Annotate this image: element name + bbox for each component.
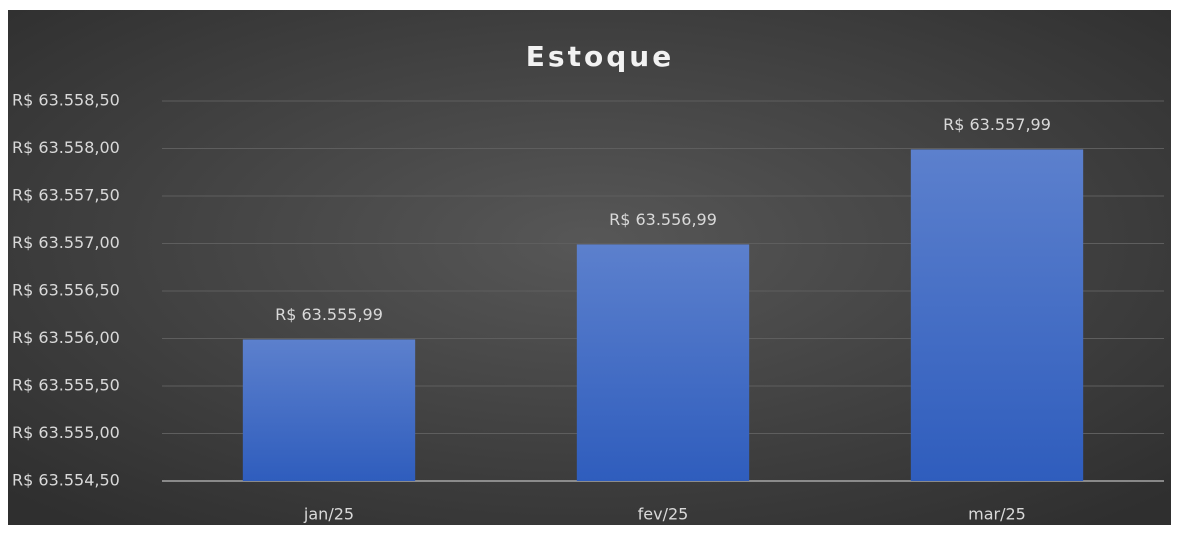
y-tick-label: R$ 63.555,00 [12,423,120,442]
y-tick-label: R$ 63.555,50 [12,376,120,395]
y-tick-label: R$ 63.556,00 [12,328,120,347]
data-label: R$ 63.556,99 [609,210,717,229]
y-tick-label: R$ 63.554,50 [12,471,120,490]
chart-title: Estoque [526,40,674,73]
x-tick-label: jan/25 [303,505,354,524]
bar [242,339,416,481]
bar [910,149,1084,481]
x-tick-label: mar/25 [968,505,1026,524]
data-label: R$ 63.557,99 [943,115,1051,134]
y-tick-label: R$ 63.558,00 [12,138,120,157]
data-label: R$ 63.555,99 [275,305,383,324]
y-tick-label: R$ 63.556,50 [12,281,120,300]
x-tick-label: fev/25 [638,505,689,524]
y-tick-label: R$ 63.557,50 [12,186,120,205]
y-tick-label: R$ 63.558,50 [12,91,120,110]
bar [576,244,750,481]
y-tick-label: R$ 63.557,00 [12,233,120,252]
